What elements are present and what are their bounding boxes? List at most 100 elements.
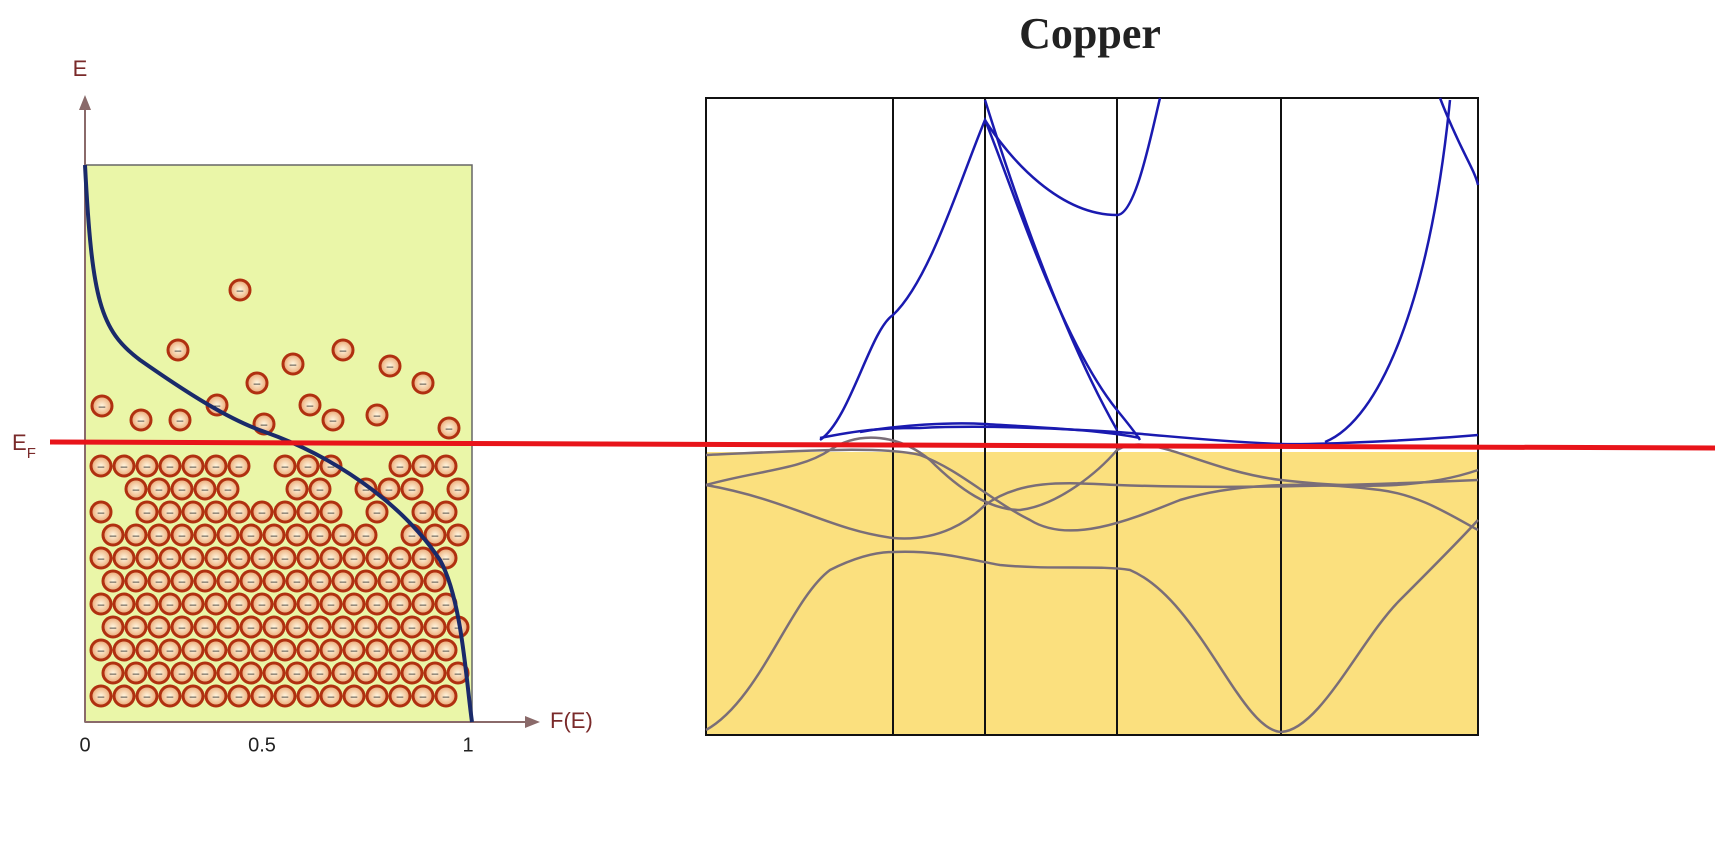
electron-sign: – xyxy=(213,689,220,703)
electron-sign: – xyxy=(236,505,243,519)
electron: – xyxy=(402,617,422,637)
electron: – xyxy=(380,356,400,376)
electron-sign: – xyxy=(225,666,232,680)
electron-sign: – xyxy=(236,597,243,611)
electron-sign: – xyxy=(443,689,450,703)
electron: – xyxy=(168,340,188,360)
electron: – xyxy=(206,548,226,568)
electron-sign: – xyxy=(175,343,182,357)
electron: – xyxy=(436,502,456,522)
electron: – xyxy=(264,663,284,683)
electron-sign: – xyxy=(409,666,416,680)
electron: – xyxy=(114,456,134,476)
electron-sign: – xyxy=(248,666,255,680)
electron-sign: – xyxy=(420,689,427,703)
electron: – xyxy=(275,640,295,660)
electron: – xyxy=(172,571,192,591)
electron-sign: – xyxy=(190,505,197,519)
electron-sign: – xyxy=(351,689,358,703)
electron-sign: – xyxy=(133,666,140,680)
electron: – xyxy=(264,525,284,545)
electron-sign: – xyxy=(328,643,335,657)
electron-sign: – xyxy=(328,597,335,611)
electron-sign: – xyxy=(282,643,289,657)
electron: – xyxy=(436,640,456,660)
electron-sign: – xyxy=(144,551,151,565)
x-tick-label: 0.5 xyxy=(248,734,276,756)
electron: – xyxy=(218,617,238,637)
electron-sign: – xyxy=(420,505,427,519)
electron-sign: – xyxy=(213,643,220,657)
electron-sign: – xyxy=(121,643,128,657)
electron: – xyxy=(206,686,226,706)
electron: – xyxy=(126,571,146,591)
y-axis-label: E xyxy=(73,56,88,81)
electron-sign: – xyxy=(167,689,174,703)
electron: – xyxy=(367,594,387,614)
electron-sign: – xyxy=(420,551,427,565)
electron: – xyxy=(298,640,318,660)
band xyxy=(820,427,1478,444)
electron: – xyxy=(310,617,330,637)
electron-sign: – xyxy=(225,574,232,588)
electron-sign: – xyxy=(248,574,255,588)
electron-sign: – xyxy=(167,505,174,519)
electron: – xyxy=(91,686,111,706)
electron: – xyxy=(206,594,226,614)
electron: – xyxy=(160,456,180,476)
band xyxy=(820,120,1140,440)
electron: – xyxy=(379,663,399,683)
electron-sign: – xyxy=(259,551,266,565)
electron-sign: – xyxy=(351,551,358,565)
electron: – xyxy=(413,640,433,660)
electron: – xyxy=(310,525,330,545)
electron: – xyxy=(344,548,364,568)
electron-sign: – xyxy=(190,643,197,657)
electron: – xyxy=(425,617,445,637)
electron-sign: – xyxy=(420,376,427,390)
electron-sign: – xyxy=(121,689,128,703)
electron-sign: – xyxy=(133,620,140,634)
electron: – xyxy=(287,617,307,637)
electron-sign: – xyxy=(330,413,337,427)
electron-sign: – xyxy=(202,482,209,496)
electron: – xyxy=(333,571,353,591)
electron: – xyxy=(333,525,353,545)
electron-sign: – xyxy=(167,643,174,657)
electron-sign: – xyxy=(179,482,186,496)
electron-sign: – xyxy=(432,574,439,588)
electron-sign: – xyxy=(133,482,140,496)
electron: – xyxy=(183,502,203,522)
electron-sign: – xyxy=(290,357,297,371)
electron: – xyxy=(356,663,376,683)
electron: – xyxy=(229,594,249,614)
electron: – xyxy=(367,640,387,660)
electron-sign: – xyxy=(443,505,450,519)
electron-sign: – xyxy=(397,643,404,657)
electron: – xyxy=(172,479,192,499)
electron-sign: – xyxy=(374,643,381,657)
electron: – xyxy=(298,548,318,568)
electron: – xyxy=(131,410,151,430)
electron-sign: – xyxy=(156,482,163,496)
electron-sign: – xyxy=(305,505,312,519)
electron: – xyxy=(448,479,468,499)
electron: – xyxy=(195,571,215,591)
band xyxy=(1325,100,1450,442)
electron: – xyxy=(160,594,180,614)
electron-sign: – xyxy=(340,666,347,680)
electron: – xyxy=(275,594,295,614)
fermi-subscript: F xyxy=(27,445,36,462)
electron-sign: – xyxy=(317,574,324,588)
electron-sign: – xyxy=(317,528,324,542)
electron-sign: – xyxy=(236,689,243,703)
electron: – xyxy=(287,479,307,499)
electron: – xyxy=(206,456,226,476)
electron: – xyxy=(206,640,226,660)
electron-sign: – xyxy=(409,574,416,588)
electron: – xyxy=(229,686,249,706)
electron: – xyxy=(172,663,192,683)
electron: – xyxy=(137,686,157,706)
electron: – xyxy=(413,594,433,614)
electron-sign: – xyxy=(397,459,404,473)
